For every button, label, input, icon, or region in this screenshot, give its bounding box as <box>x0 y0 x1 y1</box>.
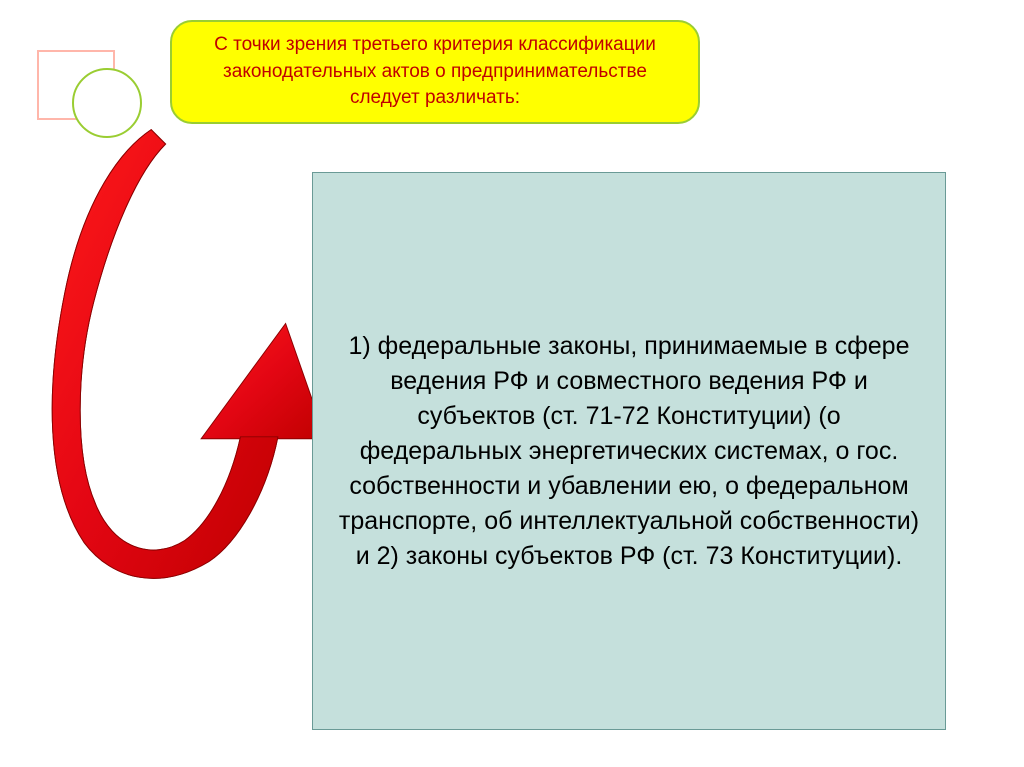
title-box: С точки зрения третьего критерия классиф… <box>170 20 700 124</box>
content-text: 1) федеральные законы, принимаемые в сфе… <box>337 329 921 574</box>
curved-arrow-icon <box>30 120 330 600</box>
title-text: С точки зрения третьего критерия классиф… <box>202 32 668 112</box>
content-box: 1) федеральные законы, принимаемые в сфе… <box>312 172 946 730</box>
